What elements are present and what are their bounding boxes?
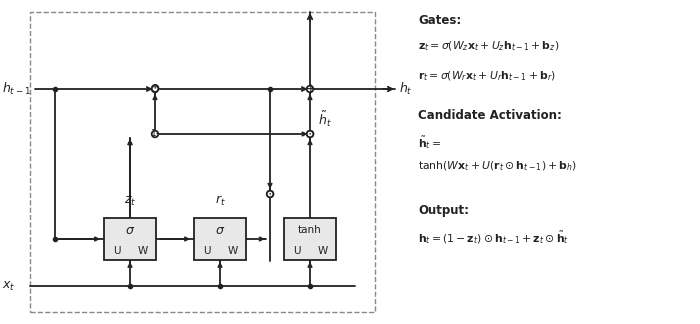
Text: U: U — [293, 246, 301, 256]
Text: tanh: tanh — [298, 225, 322, 235]
Text: $\sigma$: $\sigma$ — [215, 224, 225, 237]
Text: $r_t$: $r_t$ — [215, 194, 225, 208]
Circle shape — [307, 86, 314, 92]
Text: $\odot$: $\odot$ — [265, 188, 276, 201]
Text: 1-: 1- — [150, 130, 160, 138]
Text: Gates:: Gates: — [418, 14, 461, 27]
Text: W: W — [228, 246, 238, 256]
Text: $h_{t-1}$: $h_{t-1}$ — [2, 81, 31, 97]
Text: W: W — [138, 246, 148, 256]
Text: $h_t$: $h_t$ — [399, 81, 412, 97]
Text: $\odot$: $\odot$ — [304, 128, 316, 141]
Text: W: W — [318, 246, 328, 256]
Circle shape — [152, 131, 158, 137]
Text: Output:: Output: — [418, 204, 469, 217]
Bar — [104, 218, 156, 260]
Bar — [30, 12, 375, 312]
Text: $\mathbf{r}_t = \sigma(W_r\mathbf{x}_t + U_r\mathbf{h}_{t-1} + \mathbf{b}_r)$: $\mathbf{r}_t = \sigma(W_r\mathbf{x}_t +… — [418, 69, 556, 83]
Text: $\tilde{h}_t$: $\tilde{h}_t$ — [318, 110, 332, 129]
Text: Candidate Activation:: Candidate Activation: — [418, 109, 562, 122]
Text: $\sigma$: $\sigma$ — [125, 224, 135, 237]
Text: U: U — [113, 246, 121, 256]
Text: $x_t$: $x_t$ — [2, 279, 15, 293]
Text: $\mathbf{z}_t = \sigma(W_z\mathbf{x}_t + U_z\mathbf{h}_{t-1} + \mathbf{b}_z)$: $\mathbf{z}_t = \sigma(W_z\mathbf{x}_t +… — [418, 39, 559, 52]
Text: U: U — [203, 246, 211, 256]
Circle shape — [307, 131, 314, 137]
Bar — [194, 218, 246, 260]
Text: $\mathbf{h}_t = (1 - \mathbf{z}_t) \odot \mathbf{h}_{t-1} + \mathbf{z}_t \odot \: $\mathbf{h}_t = (1 - \mathbf{z}_t) \odot… — [418, 229, 569, 246]
Bar — [284, 218, 336, 260]
Text: $\tanh(W\mathbf{x}_t + U(\mathbf{r}_t \odot \mathbf{h}_{t-1}) + \mathbf{b}_h)$: $\tanh(W\mathbf{x}_t + U(\mathbf{r}_t \o… — [418, 159, 577, 173]
Text: $\tilde{\mathbf{h}}_t =$: $\tilde{\mathbf{h}}_t =$ — [418, 134, 441, 151]
Text: $+$: $+$ — [304, 82, 316, 96]
Text: $z_t$: $z_t$ — [124, 195, 136, 208]
Circle shape — [152, 86, 158, 92]
Circle shape — [267, 191, 273, 197]
Text: $\odot$: $\odot$ — [149, 83, 160, 96]
